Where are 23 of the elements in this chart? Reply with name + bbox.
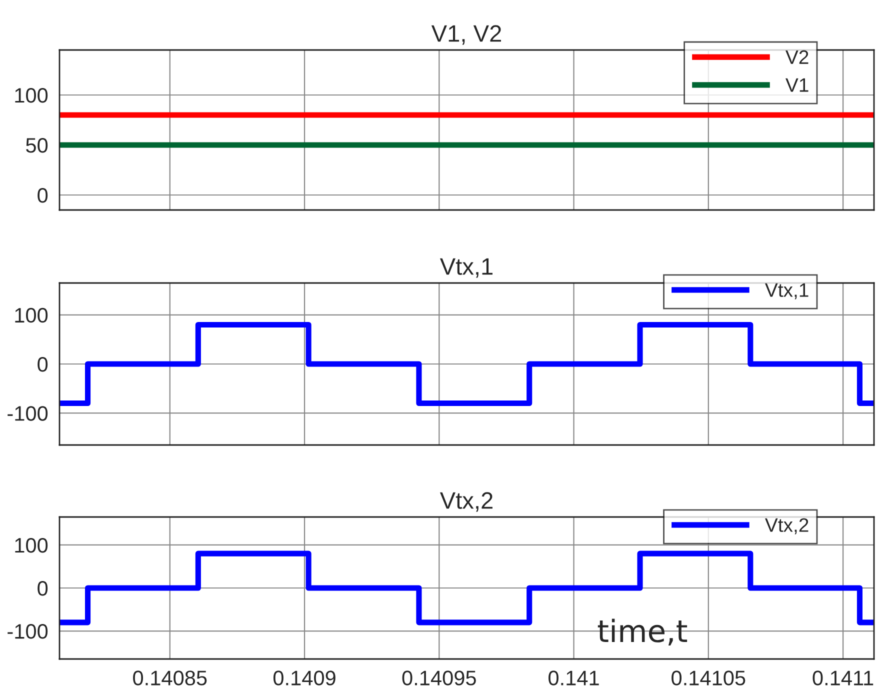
legend-label: Vtx,2 (764, 518, 808, 534)
legend-label: V1 (786, 78, 808, 92)
chart-title: V1, V2 (431, 25, 502, 45)
y-tick-label: 0 (38, 357, 48, 372)
legend-label: Vtx,1 (764, 283, 808, 300)
chart-title: Vtx,2 (440, 492, 492, 512)
y-tick-label: 0 (38, 581, 48, 596)
y-tick-label: -100 (8, 406, 48, 421)
x-tick-label: 0.1411 (812, 670, 874, 686)
chart-title: Vtx,1 (440, 258, 492, 278)
y-tick-label: 100 (15, 88, 48, 103)
annotation: time,t (598, 618, 688, 646)
legend-label: V2 (786, 50, 808, 64)
y-tick-label: 100 (15, 538, 48, 553)
x-tick-label: 0.141 (548, 670, 599, 686)
y-tick-label: -100 (8, 624, 48, 639)
x-tick-label: 0.14105 (672, 670, 746, 686)
y-tick-label: 100 (15, 308, 48, 323)
x-tick-label: 0.14085 (133, 670, 207, 686)
x-tick-label: 0.1409 (273, 670, 336, 686)
x-tick-label: 0.14095 (402, 670, 476, 686)
y-tick-label: 0 (38, 188, 48, 203)
y-tick-label: 50 (26, 138, 48, 153)
